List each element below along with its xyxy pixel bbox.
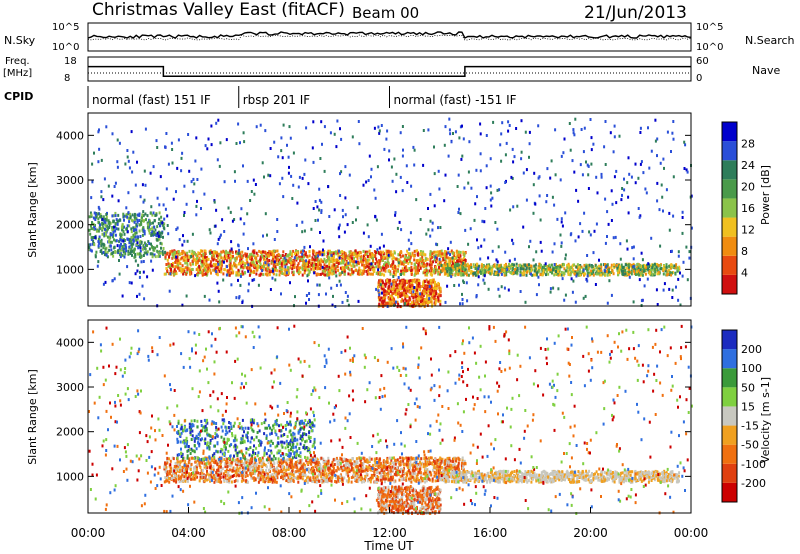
x-tick-label: 00:00 (71, 526, 106, 540)
colorbar-swatch (722, 406, 737, 426)
noise-tick-high: 10^5 (52, 22, 79, 33)
velocity-ylabel: Slant Range [km] (26, 369, 39, 465)
colorbar-swatch (722, 349, 737, 369)
colorbar-tick: 8 (741, 245, 748, 258)
cpid-segment-label: normal (fast) -151 IF (394, 93, 517, 107)
power-ylabel: Slant Range [km] (26, 162, 39, 258)
colorbar-tick: 28 (741, 138, 755, 151)
x-axis: 00:00 04:00 08:00 12:00 16:00 20:00 00:00 (71, 507, 709, 540)
colorbar-tick: 20 (741, 181, 755, 194)
noise-tick-low: 10^0 (52, 42, 79, 53)
colorbar-tick: -15 (741, 420, 759, 433)
y-tick-label: 4000 (56, 129, 84, 142)
freq-trace (88, 65, 691, 77)
colorbar-tick: -100 (741, 458, 766, 471)
colorbar-tick: 200 (741, 343, 762, 356)
x-axis-label: Time UT (363, 539, 414, 553)
noise-trace (87, 31, 692, 41)
plot-title: Christmas Valley East (fitACF) (92, 0, 345, 20)
x-tick-label: 12:00 (372, 526, 407, 540)
nsky-label: N.Sky (4, 34, 36, 47)
colorbar-tick: 15 (741, 400, 755, 413)
freq-label: Freq. (5, 56, 30, 67)
colorbar-swatch (722, 274, 737, 294)
y-tick-label: 1000 (56, 470, 84, 483)
colorbar-tick: 16 (741, 202, 755, 215)
colorbar-swatch (722, 330, 737, 350)
colorbar-tick: -50 (741, 439, 759, 452)
colorbar-tick: 50 (741, 381, 755, 394)
colorbar-swatch (722, 160, 737, 180)
colorbar-swatch (722, 463, 737, 483)
cpid-segment-label: normal (fast) 151 IF (92, 93, 211, 107)
x-tick-label: 20:00 (573, 526, 608, 540)
freq-line (88, 65, 691, 77)
colorbar-swatch (722, 482, 737, 502)
colorbar-swatch (722, 141, 737, 161)
colorbar-swatch (722, 368, 737, 388)
colorbar-swatch (722, 387, 737, 407)
freq-unit-label: [MHz] (3, 68, 32, 79)
velocity-data (88, 324, 693, 516)
y-tick-label: 2000 (56, 219, 84, 232)
x-tick-label: 16:00 (473, 526, 508, 540)
y-tick-label: 4000 (56, 336, 84, 349)
beam-label: Beam 00 (352, 4, 419, 22)
colorbar-swatch (722, 236, 737, 256)
power-panel (87, 112, 692, 307)
nave-tick-high: 60 (696, 56, 709, 67)
cpid-label: CPID (4, 90, 33, 103)
velocity-colorbar: 200 100 50 15 -15 -50 -100 -200 (721, 329, 766, 503)
colorbar-swatch (722, 179, 737, 199)
y-tick-label: 3000 (56, 381, 84, 394)
date-label: 21/Jun/2013 (584, 3, 687, 23)
colorbar-swatch (722, 217, 737, 237)
nsearch-label: N.Search (745, 34, 795, 47)
power-colorbar: 28 24 20 16 12 8 4 (721, 121, 755, 295)
colorbar-swatch (722, 198, 737, 218)
colorbar-tick: 100 (741, 362, 762, 375)
x-tick-label: 00:00 (674, 526, 709, 540)
colorbar-swatch (722, 425, 737, 445)
nsky-line (87, 31, 692, 39)
colorbar-swatch (722, 122, 737, 142)
colorbar-tick: -200 (741, 477, 766, 490)
power-scale-label: Power [dB] (759, 165, 772, 225)
colorbar-tick: 24 (741, 159, 755, 172)
y-tick-label: 2000 (56, 426, 84, 439)
noise-tick-high-right: 10^5 (696, 22, 723, 33)
y-tick-label: 1000 (56, 263, 84, 276)
colorbar-swatch (722, 444, 737, 464)
nave-tick-low: 0 (696, 73, 702, 84)
cpid-bar: normal (fast) 151 IF rbsp 201 IF normal (f… (87, 86, 517, 108)
x-tick-label: 04:00 (171, 526, 206, 540)
y-tick-label: 3000 (56, 174, 84, 187)
x-tick-label: 08:00 (272, 526, 307, 540)
cpid-segment-label: rbsp 201 IF (243, 93, 310, 107)
colorbar-tick: 4 (741, 267, 748, 280)
noise-tick-low-right: 10^0 (696, 42, 723, 53)
freq-tick-high: 18 (64, 56, 77, 67)
colorbar-swatch (722, 255, 737, 275)
power-data (88, 117, 693, 309)
freq-tick-low: 8 (64, 73, 70, 84)
nsearch-line (87, 34, 692, 41)
freq-panel (87, 56, 692, 82)
velocity-scale-label: Velocity [m s-1] (759, 377, 772, 463)
nave-label: Nave (752, 64, 780, 77)
colorbar-tick: 12 (741, 224, 755, 237)
